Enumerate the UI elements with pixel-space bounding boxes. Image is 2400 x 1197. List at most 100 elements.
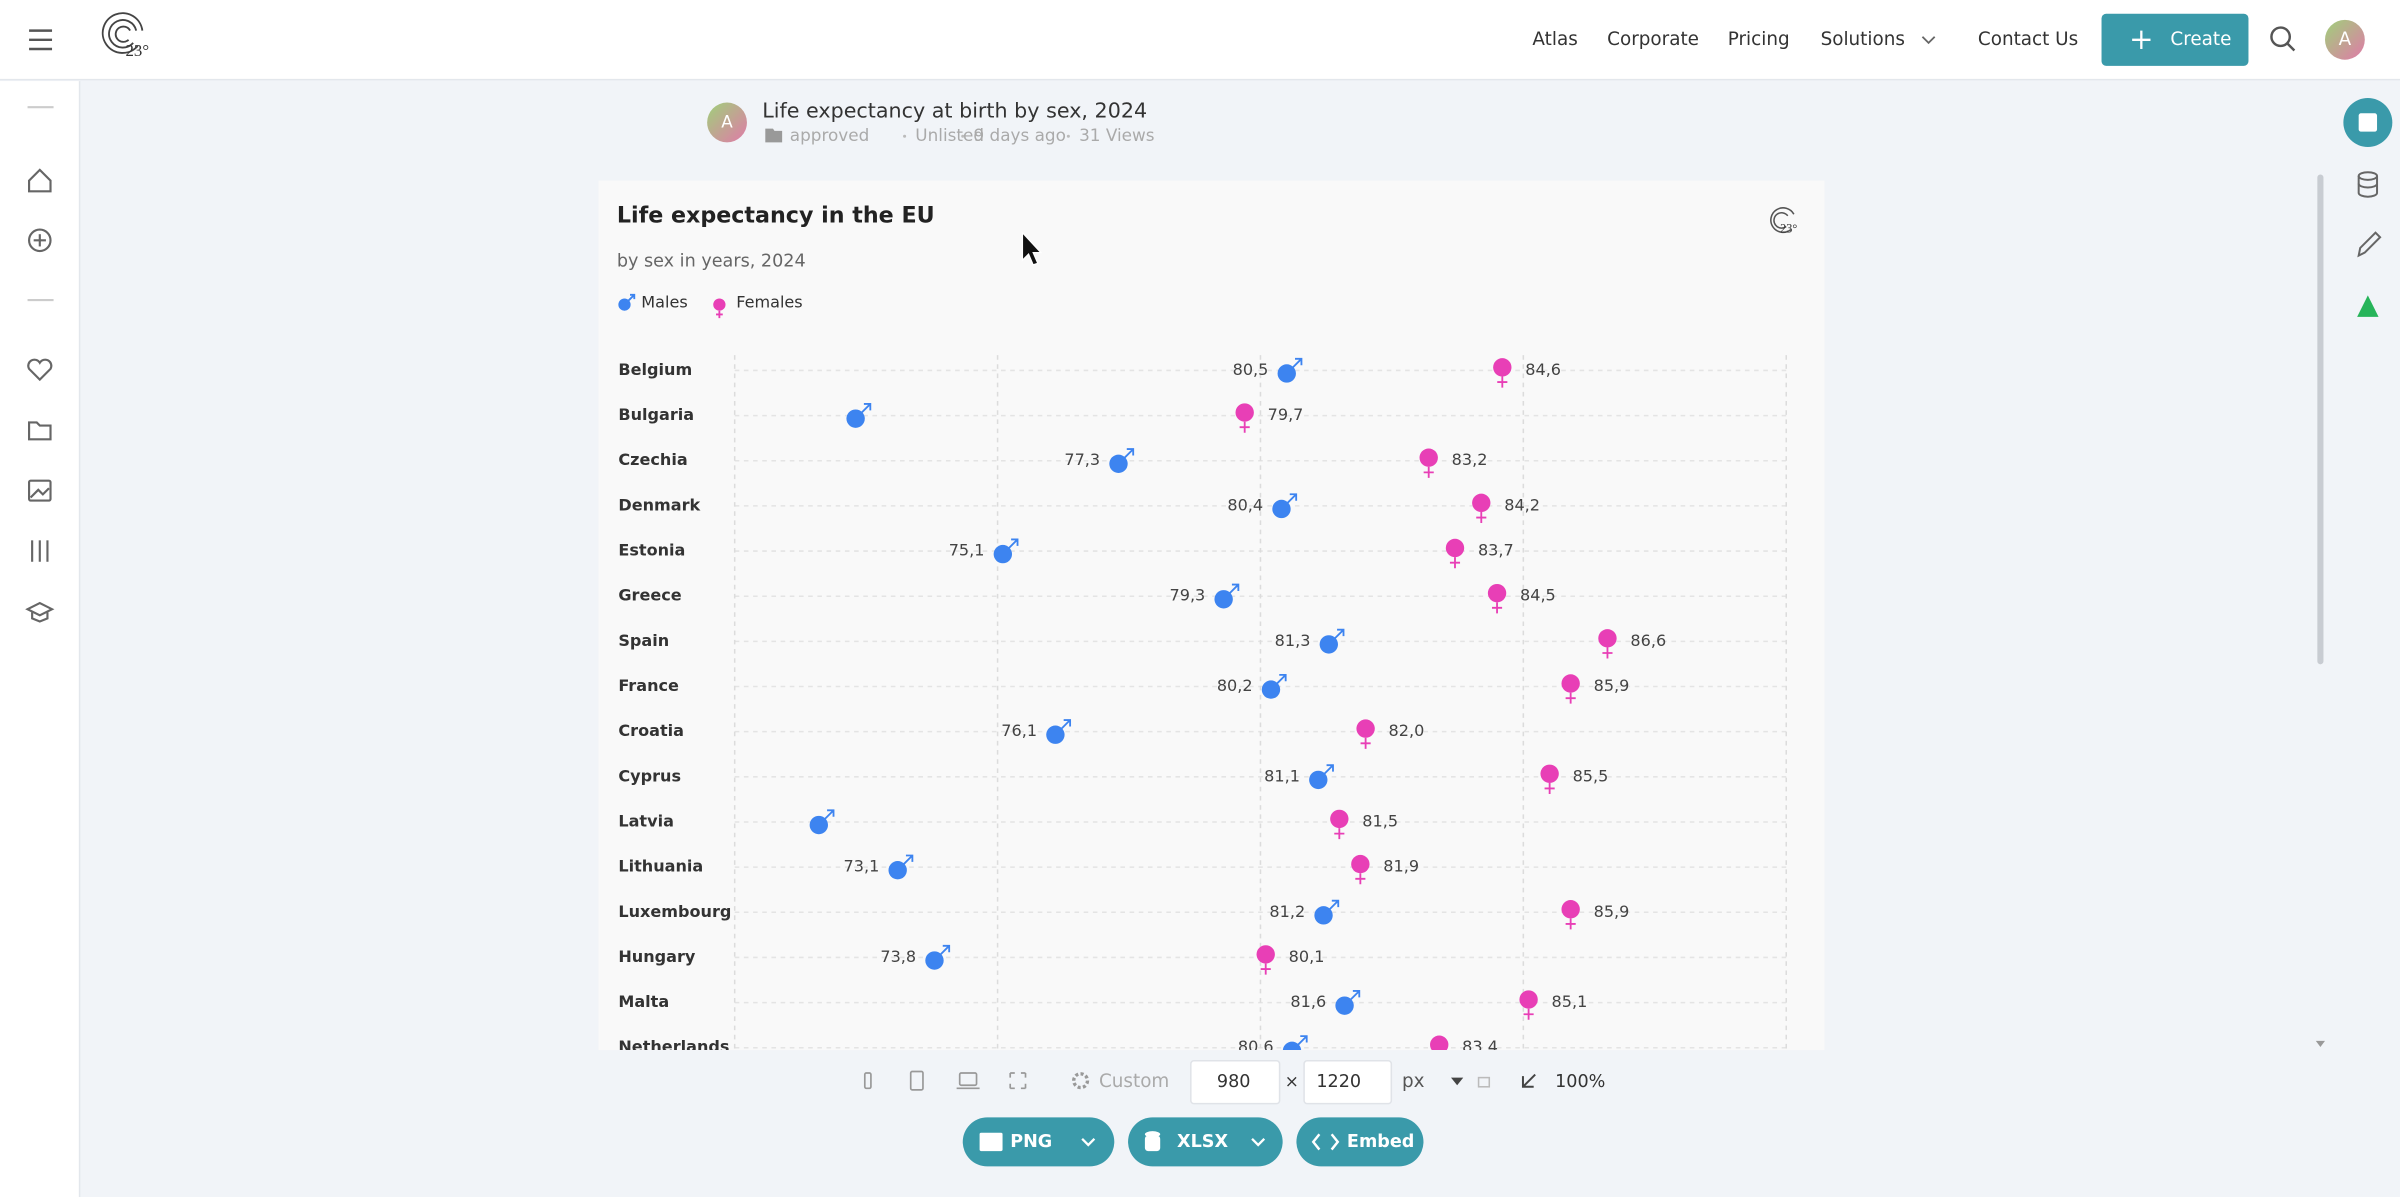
value-label: 80,2 <box>1217 676 1253 695</box>
male-arrow <box>1123 448 1135 459</box>
nav-dropdown-arrow[interactable] <box>1921 36 1936 45</box>
tool-icons[interactable] <box>2357 171 2382 258</box>
nav-link[interactable]: Pricing <box>1728 29 1790 50</box>
nav-link[interactable]: Atlas <box>1532 29 1577 50</box>
nav-link[interactable]: Corporate <box>1607 29 1699 50</box>
category-label: Luxembourg <box>618 902 731 921</box>
meta-item: approved <box>790 125 870 145</box>
create-label[interactable]: Create <box>2170 29 2231 50</box>
male-marker <box>1335 990 1361 1015</box>
male-marker <box>993 538 1019 564</box>
female-cross <box>1434 1054 1444 1065</box>
male-arrow <box>1333 628 1345 640</box>
dropdown-arrow[interactable] <box>1451 1077 1464 1086</box>
legend-label: Males <box>641 293 687 312</box>
value-label: 81,5 <box>1362 811 1398 830</box>
category-label: Malta <box>618 992 669 1011</box>
nav-link[interactable]: Solutions <box>1821 29 1905 50</box>
scrollbar[interactable] <box>2317 174 2324 665</box>
male-dot <box>1214 590 1233 609</box>
search-icon[interactable] <box>2270 26 2296 52</box>
male-dot <box>846 409 865 428</box>
value-label: 81,9 <box>1383 857 1419 876</box>
unit-select[interactable]: px <box>1402 1071 1425 1092</box>
male-marker <box>809 809 835 835</box>
male-marker <box>1046 719 1072 744</box>
meta-item: Unlisted <box>915 125 984 145</box>
accessibility-icon[interactable] <box>2357 295 2379 317</box>
value-label: 84,2 <box>1504 495 1540 514</box>
male-arrow <box>860 403 872 414</box>
female-cross <box>1260 963 1271 975</box>
preset-label[interactable]: Custom <box>1099 1071 1169 1092</box>
category-label: Hungary <box>618 947 696 966</box>
male-marker <box>1261 673 1287 699</box>
category-label: Greece <box>618 586 681 605</box>
male-marker <box>846 403 872 428</box>
png-button[interactable] <box>962 1117 1115 1167</box>
male-dot <box>809 815 829 835</box>
male-arrow <box>1291 357 1303 369</box>
female-dot <box>1430 1035 1449 1051</box>
device-icons[interactable] <box>863 1070 1027 1091</box>
female-cross <box>1565 918 1576 930</box>
value-label: 77,3 <box>1064 450 1100 469</box>
png-dropdown[interactable] <box>1081 1138 1096 1147</box>
male-marker <box>925 944 951 970</box>
width-input[interactable] <box>1190 1060 1281 1105</box>
female-dot <box>1519 990 1538 1009</box>
value-label: 73,1 <box>844 857 880 876</box>
width-value: 980 <box>1217 1072 1251 1092</box>
category-label: Latvia <box>618 811 674 830</box>
male-arrow <box>1228 583 1240 595</box>
female-marker <box>1235 403 1254 433</box>
female-dot <box>1419 448 1438 467</box>
value-label: 85,9 <box>1594 676 1630 695</box>
female-cross <box>1602 647 1613 659</box>
scroll-arrow[interactable] <box>2315 1040 2325 1047</box>
code-icon <box>1311 1133 1340 1151</box>
value-label: 85,9 <box>1594 902 1630 921</box>
logo[interactable] <box>101 12 144 54</box>
height-input[interactable] <box>1303 1060 1393 1105</box>
panel-logo-text: 23° <box>1780 221 1797 235</box>
category-label: Denmark <box>618 495 700 514</box>
male-arrow <box>823 809 835 821</box>
female-marker <box>1445 538 1465 569</box>
male-marker <box>888 854 914 880</box>
male-marker <box>1282 1035 1308 1051</box>
author-letter: A <box>721 111 733 131</box>
female-marker <box>1561 674 1580 704</box>
male-dot <box>888 861 907 880</box>
fit-icon[interactable] <box>1521 1073 1536 1088</box>
female-dot <box>1445 538 1465 558</box>
value-label: 80,5 <box>1233 360 1269 379</box>
category-label: Spain <box>618 631 669 650</box>
category-label: Czechia <box>618 450 687 469</box>
create-button[interactable] <box>2101 13 2249 66</box>
female-marker <box>1493 358 1512 388</box>
category-label: Croatia <box>618 721 684 740</box>
meta-separator <box>1066 134 1070 138</box>
sidebar-icons[interactable] <box>25 106 55 623</box>
male-dot <box>993 544 1013 564</box>
male-dot <box>1261 680 1281 699</box>
xlsx-label: XLSX <box>1177 1132 1228 1152</box>
value-label: 80,1 <box>1289 947 1325 966</box>
lock-icon[interactable] <box>1477 1076 1491 1088</box>
category-label: France <box>618 676 679 695</box>
xlsx-dropdown[interactable] <box>1251 1138 1266 1147</box>
female-dot <box>713 298 726 311</box>
png-label: PNG <box>1010 1132 1052 1152</box>
menu-icon[interactable] <box>29 29 53 51</box>
nav-link[interactable]: Contact Us <box>1978 29 2078 50</box>
male-marker <box>1277 357 1303 383</box>
chart-title: Life expectancy in the EU <box>617 202 935 228</box>
xlsx-button[interactable] <box>1128 1117 1283 1167</box>
chart-name[interactable]: Life expectancy at birth by sex, 2024 <box>762 99 1147 123</box>
embed-button[interactable] <box>1296 1117 1424 1167</box>
user-avatar[interactable] <box>2325 19 2365 60</box>
male-marker <box>1109 448 1135 473</box>
male-arrow <box>1060 719 1072 730</box>
male-arrow <box>902 854 914 866</box>
